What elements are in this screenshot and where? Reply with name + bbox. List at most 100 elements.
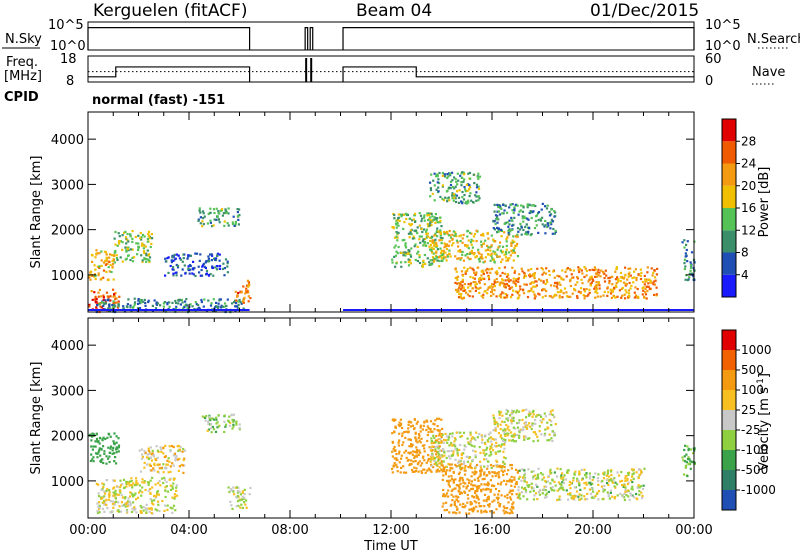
cell <box>466 460 469 463</box>
cell <box>405 456 408 459</box>
cell <box>92 433 95 436</box>
cell <box>638 473 641 476</box>
cell <box>421 456 425 459</box>
cell <box>488 471 491 474</box>
cell <box>174 457 177 460</box>
cell <box>94 300 97 303</box>
cell <box>137 242 140 245</box>
cell <box>441 455 444 458</box>
cell <box>495 216 499 219</box>
cell <box>119 484 123 487</box>
cell <box>460 452 463 455</box>
cell <box>232 423 235 426</box>
cell <box>487 246 490 249</box>
cell <box>432 239 435 242</box>
cell <box>175 274 178 277</box>
cell <box>453 511 456 514</box>
cell <box>128 500 131 503</box>
cell <box>237 300 240 303</box>
cell <box>425 232 428 236</box>
cell <box>116 244 119 247</box>
cell <box>544 232 547 235</box>
cell <box>649 281 652 284</box>
cell <box>471 444 474 447</box>
cell <box>435 463 438 466</box>
cell <box>175 455 178 458</box>
cell <box>171 301 174 304</box>
cell <box>586 492 589 495</box>
cell <box>530 287 533 290</box>
cell <box>422 424 425 427</box>
cell <box>490 245 493 248</box>
cell <box>684 464 688 467</box>
cell <box>551 232 554 235</box>
cell <box>117 303 120 306</box>
cell <box>136 482 139 485</box>
cell <box>458 448 461 452</box>
velocity-swatch <box>722 490 736 510</box>
cell <box>611 480 614 483</box>
cell <box>167 256 170 259</box>
cell <box>148 456 151 459</box>
cell <box>548 270 551 273</box>
cell <box>469 431 472 434</box>
cell <box>112 262 115 265</box>
cell <box>533 294 537 297</box>
cell <box>126 482 129 485</box>
cell <box>122 478 126 481</box>
cell <box>214 258 217 261</box>
cell <box>525 481 528 484</box>
cell <box>126 247 129 251</box>
cell <box>397 444 400 447</box>
cell <box>117 232 120 235</box>
cell <box>543 485 546 488</box>
cell <box>111 503 114 506</box>
cell <box>430 219 433 222</box>
cell <box>413 245 416 248</box>
cell <box>141 455 144 458</box>
cell <box>517 429 521 432</box>
cell <box>529 275 532 278</box>
cell <box>471 495 474 498</box>
cell <box>170 261 173 264</box>
cell <box>558 495 561 498</box>
cell <box>448 436 451 439</box>
cell <box>471 246 474 249</box>
cell <box>143 450 146 453</box>
cell <box>157 482 160 485</box>
cell <box>141 259 144 262</box>
cell <box>141 491 144 494</box>
cell <box>439 195 442 198</box>
cell <box>457 461 460 464</box>
cell <box>458 286 461 289</box>
cell <box>632 477 635 480</box>
cell <box>437 230 440 233</box>
cell <box>496 425 499 428</box>
cell <box>442 257 445 260</box>
cell <box>148 451 151 454</box>
cell <box>121 248 124 251</box>
cell <box>630 487 633 490</box>
cell <box>452 193 455 196</box>
cell <box>140 254 143 257</box>
time-tick-label: 00:00 <box>69 523 106 538</box>
cell <box>445 492 449 495</box>
cell <box>100 264 103 267</box>
cell <box>144 488 147 492</box>
cell <box>502 505 505 508</box>
cell <box>129 306 132 309</box>
cell <box>688 276 691 279</box>
cell <box>467 199 470 202</box>
cell <box>458 471 461 474</box>
cell <box>426 257 429 260</box>
cell <box>169 477 172 480</box>
cell <box>520 486 524 489</box>
cell <box>451 186 454 189</box>
cell <box>192 260 195 263</box>
cell <box>502 509 505 512</box>
cell <box>500 494 503 497</box>
cell <box>567 498 570 501</box>
cell <box>639 485 643 488</box>
cell <box>135 479 138 483</box>
